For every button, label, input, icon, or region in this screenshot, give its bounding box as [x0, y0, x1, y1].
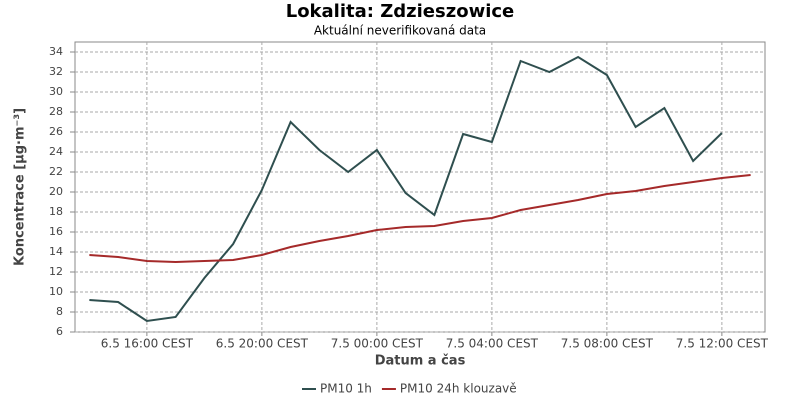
x-tick-label: 7.5 04:00 CEST	[446, 337, 539, 351]
y-tick-label: 8	[56, 305, 63, 318]
legend-label: PM10 1h	[320, 382, 372, 396]
y-tick-label: 26	[49, 125, 63, 138]
chart-title: Lokalita: Zdzieszowice	[286, 1, 515, 22]
y-tick-label: 28	[49, 105, 63, 118]
x-tick-label: 7.5 12:00 CEST	[676, 337, 769, 351]
y-tick-label: 34	[49, 45, 63, 58]
y-tick-label: 10	[49, 285, 63, 298]
y-tick-label: 20	[49, 185, 63, 198]
y-tick-label: 32	[49, 65, 63, 78]
y-tick-label: 18	[49, 205, 63, 218]
y-axis-label: Koncentrace [µg·m⁻³]	[13, 108, 28, 266]
x-axis-label: Datum a čas	[375, 354, 466, 369]
series-line	[89, 55, 723, 323]
y-tick-label: 14	[49, 245, 63, 258]
y-tick-label: 22	[49, 165, 63, 178]
y-tick-label: 6	[56, 325, 63, 338]
x-tick-label: 6.5 16:00 CEST	[101, 337, 194, 351]
y-tick-label: 24	[49, 145, 63, 158]
x-tick-label: 7.5 08:00 CEST	[561, 337, 654, 351]
y-tick-label: 12	[49, 265, 63, 278]
y-tick-label: 16	[49, 225, 63, 238]
y-tick-label: 30	[49, 85, 63, 98]
x-tick-label: 7.5 00:00 CEST	[331, 337, 424, 351]
series-line	[89, 174, 751, 264]
x-tick-label: 6.5 20:00 CEST	[216, 337, 309, 351]
legend-label: PM10 24h klouzavě	[400, 382, 517, 396]
chart-subtitle: Aktuální neverifikovaná data	[314, 24, 486, 38]
